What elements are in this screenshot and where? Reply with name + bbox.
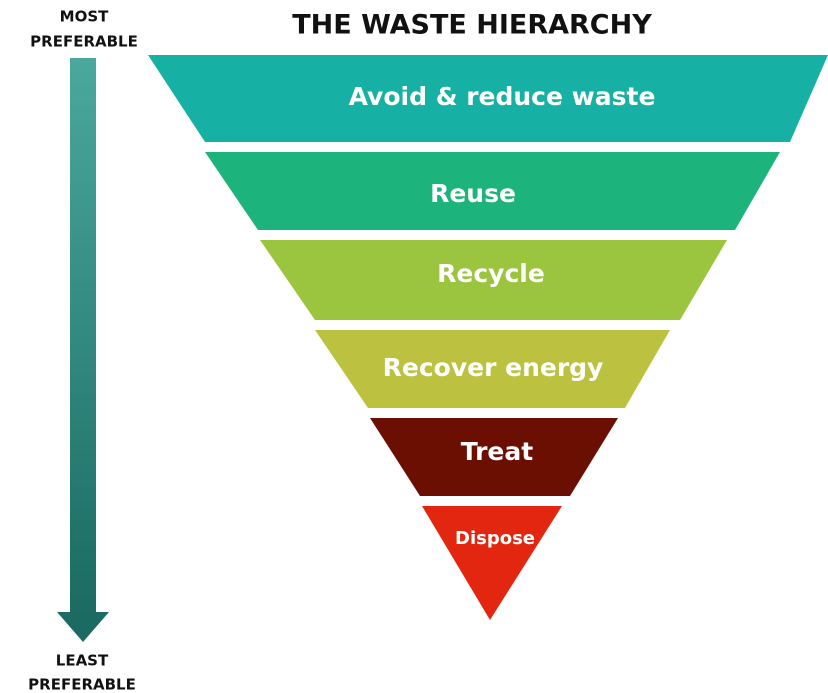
title: THE WASTE HIERARCHY: [292, 10, 652, 41]
level-band: [148, 55, 828, 142]
top-label: MOST: [60, 8, 109, 26]
level-label: Dispose: [455, 528, 535, 549]
level-label: Recover energy: [383, 353, 604, 382]
level-label: Treat: [461, 437, 533, 466]
top-label: PREFERABLE: [30, 33, 138, 51]
level-band: [370, 418, 618, 496]
level-band: [205, 152, 780, 230]
arrow: [57, 58, 109, 642]
level-label: Avoid & reduce waste: [349, 82, 656, 111]
level-band: [422, 506, 562, 620]
level-label: Reuse: [430, 179, 516, 208]
level-band: [260, 240, 727, 320]
bottom-label: LEAST: [56, 652, 109, 670]
bottom-label: PREFERABLE: [28, 676, 136, 693]
level-band: [315, 330, 670, 408]
level-label: Recycle: [437, 259, 545, 288]
